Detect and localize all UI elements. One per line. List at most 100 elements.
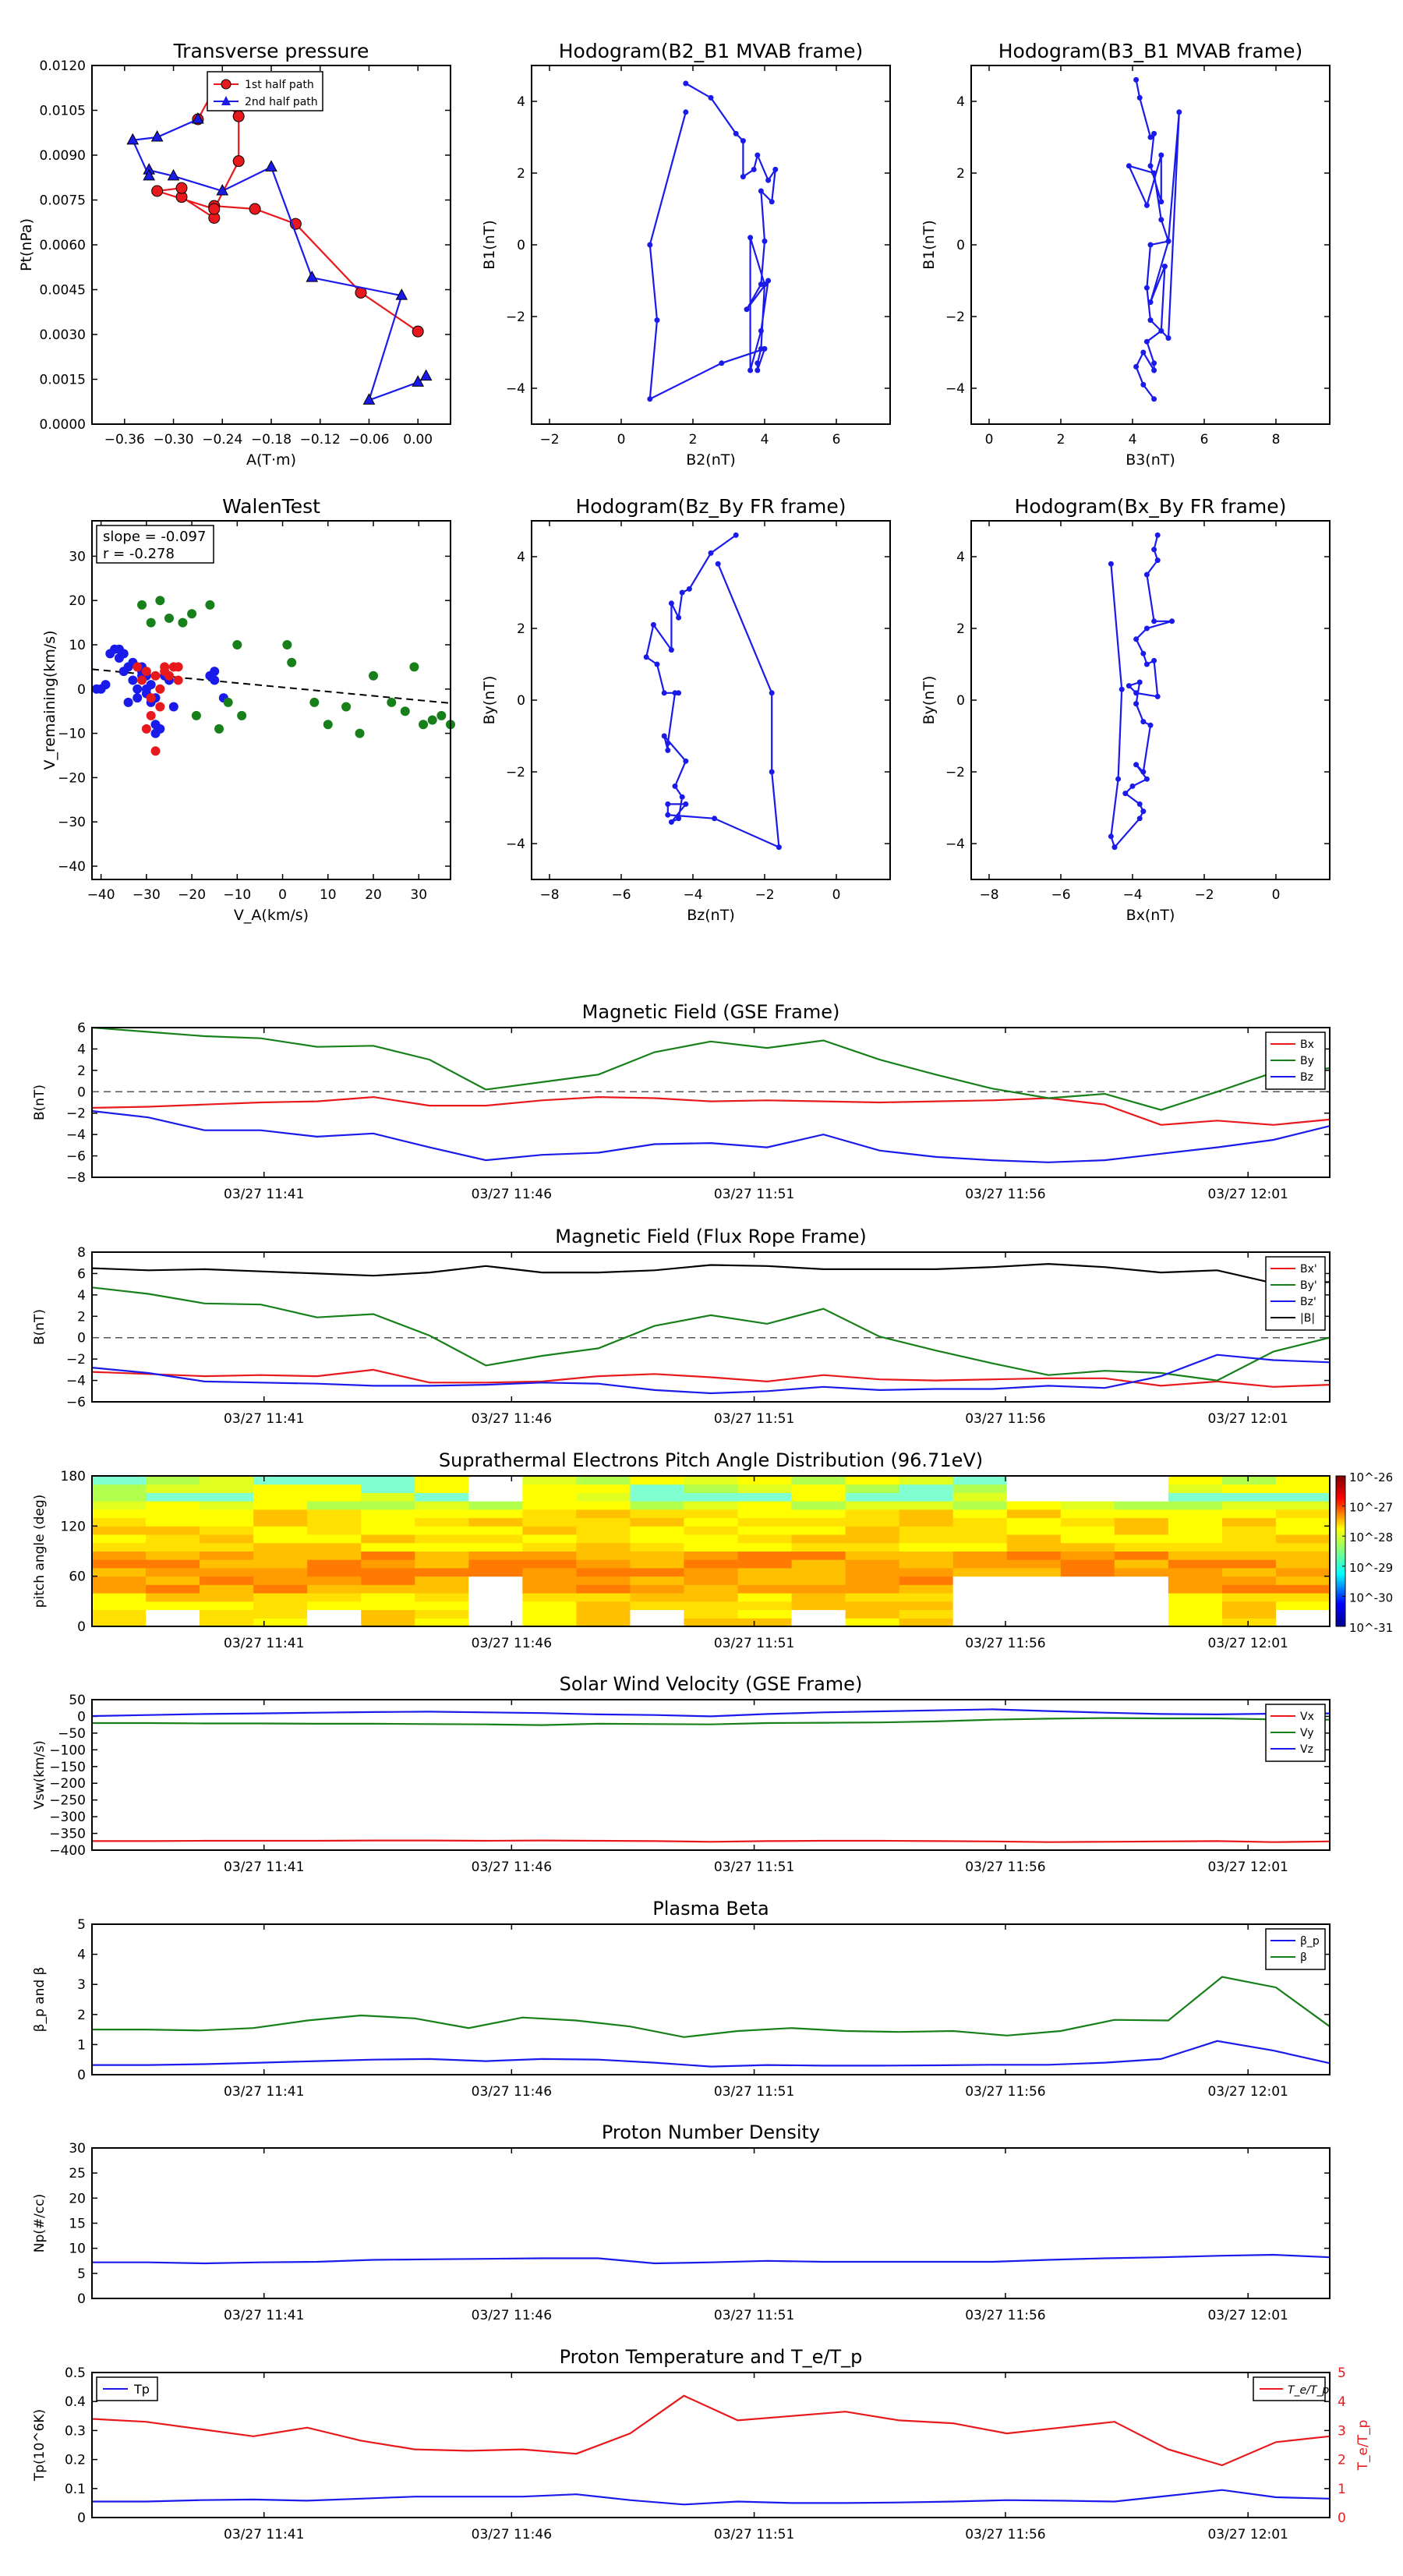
pad-cell (1060, 1593, 1115, 1602)
temperature-ytick-label: 0 (1338, 2511, 1346, 2526)
hodogram-bz-by-point (672, 690, 678, 696)
density-xtick-label: 03/27 11:56 (965, 2308, 1045, 2323)
pad-cell (899, 1526, 954, 1535)
pad-cell (307, 1618, 362, 1627)
pad-cell (684, 1559, 739, 1569)
transverse-pressure-point (412, 325, 424, 338)
pad-cell (952, 1593, 1008, 1602)
pad-cell (1114, 1559, 1169, 1569)
mag-fr-series-b (91, 1262, 1331, 1284)
mag-gse-xtick-label: 03/27 11:51 (714, 1187, 794, 1202)
hodogram-b2-b1-point (708, 94, 714, 101)
pad-cell (415, 1609, 469, 1619)
pad-cell (630, 1576, 684, 1585)
pad-cell (576, 1601, 631, 1611)
pad-cell (1168, 1551, 1223, 1560)
pad-cell (1006, 1551, 1062, 1560)
pad-cell (415, 1542, 469, 1552)
pad-cell (146, 1593, 200, 1602)
transverse-pressure-point (232, 155, 245, 168)
hodogram-b3-b1-point (1158, 199, 1164, 205)
hodogram-bx-by-frame (970, 520, 1331, 880)
pad-cell (361, 1559, 415, 1569)
hodogram-bx-by-point (1143, 661, 1150, 667)
pad-cell (1006, 1484, 1062, 1493)
pad-cell (307, 1476, 362, 1485)
pad-cell (737, 1601, 793, 1611)
hodogram-bz-by-ytick-label: 2 (517, 621, 525, 637)
pad-cell (737, 1584, 793, 1594)
hodogram-bx-by-title: Hodogram(Bx_By FR frame) (1015, 495, 1287, 518)
pad-cell (415, 1593, 469, 1602)
pad-cell (92, 1584, 147, 1594)
mag-fr-xtick-label: 03/27 11:56 (965, 1411, 1045, 1427)
pad-cell (737, 1593, 793, 1602)
pad-cell (361, 1509, 415, 1519)
hodogram-bx-by-panel: Hodogram(Bx_By FR frame) −8 −6 −4 −2 0 −4 −2 0 2 4… (921, 495, 1330, 924)
hodogram-bx-by-point (1133, 762, 1140, 768)
mag-fr-xtick-label: 03/27 11:46 (472, 1411, 552, 1427)
pad-cell (1114, 1517, 1169, 1527)
mag-gse-title: Magnetic Field (GSE Frame) (582, 1001, 840, 1023)
hodogram-bx-by-xtick-label: −6 (1051, 887, 1070, 903)
hodogram-b3-b1-point (1158, 152, 1164, 158)
hodogram-b3-b1-point (1133, 363, 1140, 370)
pad-cell (146, 1484, 200, 1493)
pad-cell (253, 1484, 308, 1493)
pad-cell (1275, 1501, 1331, 1510)
pad-cell (200, 1509, 254, 1519)
temperature-ytick-label: 1 (1338, 2482, 1346, 2497)
pad-cell (415, 1476, 469, 1485)
pad-cell (1114, 1601, 1169, 1611)
transverse-pressure-frame (91, 65, 451, 425)
walen-test-point (141, 724, 151, 734)
pad-cell (1006, 1576, 1062, 1585)
pad-cell (791, 1618, 846, 1627)
mag-gse-ytick-label: −2 (66, 1106, 86, 1122)
hodogram-b3-b1-title: Hodogram(B3_B1 MVAB frame) (998, 40, 1303, 62)
pad-cell (630, 1609, 684, 1619)
pad-xtick-label: 03/27 11:51 (714, 1636, 794, 1651)
pad-xtick-label: 03/27 12:01 (1207, 1636, 1288, 1651)
pad-cell (1114, 1576, 1169, 1585)
pad-cell (1006, 1526, 1062, 1535)
pad-cell (791, 1601, 846, 1611)
hodogram-bz-by-point (715, 561, 721, 567)
pad-cell (361, 1593, 415, 1602)
density-xtick-label: 03/27 11:51 (714, 2308, 794, 2323)
pad-cell (522, 1526, 577, 1535)
beta-frame (91, 1923, 1331, 2075)
pad-cell (307, 1584, 362, 1594)
temperature-ytick-label: 0.4 (65, 2394, 86, 2410)
pad-cell (684, 1609, 739, 1619)
pad-cell (630, 1584, 684, 1594)
pad-cell (415, 1551, 469, 1560)
pad-cell (468, 1584, 523, 1594)
pad-cell (522, 1509, 577, 1519)
transverse-pressure-ytick-label: 0.0045 (40, 283, 86, 299)
beta-ylabel: β_p and β (32, 1967, 48, 2033)
hodogram-bx-by-point (1133, 701, 1140, 707)
pad-cell (1168, 1559, 1223, 1569)
hodogram-b3-b1-point (1147, 299, 1154, 306)
pad-cell (1114, 1526, 1169, 1535)
pad-cell (146, 1609, 200, 1619)
temperature-series-tetp (91, 2394, 1331, 2467)
pad-cell (1221, 1559, 1277, 1569)
pad-cell (307, 1492, 362, 1502)
pad-cell (737, 1576, 793, 1585)
pad-cell (630, 1534, 684, 1544)
temperature-ytick-label: 3 (1338, 2423, 1346, 2439)
pad-cell (845, 1509, 900, 1519)
pad-ylabel: pitch angle (deg) (32, 1495, 48, 1608)
pad-cell (576, 1609, 631, 1619)
walen-test-point (409, 662, 419, 672)
pad-cell (1114, 1534, 1169, 1544)
hodogram-b3-b1-point (1151, 130, 1157, 136)
pad-cell (522, 1559, 577, 1569)
pad-cell (576, 1476, 631, 1485)
pad-cell (1168, 1584, 1223, 1594)
pad-cell (791, 1559, 846, 1569)
hodogram-bz-by-point (661, 733, 667, 739)
pad-cell (630, 1601, 684, 1611)
